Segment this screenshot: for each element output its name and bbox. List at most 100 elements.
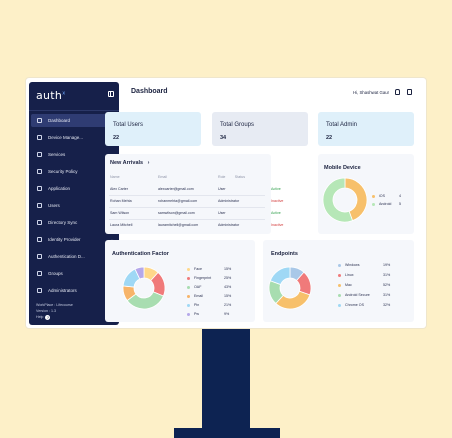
- donut-slice-chrome-os[interactable]: [269, 266, 291, 286]
- sidebar-item-label: Authentication D...: [48, 254, 85, 259]
- donut-slice-pw[interactable]: [134, 266, 145, 280]
- legend-label: Windows: [345, 263, 360, 267]
- help-icon: ?: [45, 314, 51, 320]
- mobile-device-panel: Mobile Device iOS 4 Android 5: [318, 154, 414, 234]
- monitor-screen: authx Dashboard Device Manage... ⌄ Servi…: [26, 78, 426, 328]
- column-header-role[interactable]: Role: [218, 175, 226, 179]
- authentication-factor-title: Authentication Factor: [112, 251, 169, 257]
- legend-label: Linux: [345, 273, 354, 277]
- row-divider: [109, 219, 265, 220]
- legend-label: iOS: [379, 194, 385, 198]
- legend-item[interactable]: Email 15%: [187, 294, 231, 298]
- user-icon: [37, 203, 42, 208]
- legend-item[interactable]: OAF 43%: [187, 285, 231, 289]
- cell-name: Rohan Mehta: [110, 199, 132, 203]
- authentication-factor-panel: Authentication Factor Face 15% Fingerprint…: [105, 240, 255, 322]
- cell-email: lauramitchell@gmail.com: [158, 223, 199, 227]
- legend-item[interactable]: Android Secure 31%: [338, 293, 390, 297]
- document-icon[interactable]: [407, 89, 412, 95]
- legend-value: 31%: [383, 273, 391, 277]
- help-label: Help: [36, 315, 44, 319]
- cell-status: Active: [271, 211, 281, 215]
- cell-status: Inactive: [271, 199, 284, 203]
- column-header-status[interactable]: Status: [234, 175, 245, 179]
- monitor-stand-base: [174, 428, 280, 438]
- legend-value: 21%: [224, 303, 232, 307]
- legend-dot: [338, 283, 341, 287]
- authentication-factor-donut-chart: [122, 266, 166, 310]
- legend-item[interactable]: Pin 21%: [187, 303, 231, 307]
- endpoints-donut-chart: [268, 266, 312, 310]
- sidebar-collapse-icon[interactable]: [108, 91, 114, 97]
- endpoints-title: Endpoints: [271, 251, 298, 257]
- column-header-name[interactable]: Name: [110, 175, 120, 179]
- legend-value: 9%: [224, 312, 230, 316]
- sidebar-item-label: Groups: [48, 271, 63, 276]
- legend-dot: [187, 312, 190, 316]
- sidebar-item-services[interactable]: Services: [31, 148, 117, 161]
- legend-label: Android Secure: [345, 293, 370, 297]
- legend-value: 25%: [224, 276, 232, 280]
- sidebar-item-label: Security Policy: [48, 169, 78, 174]
- legend-label: Android: [379, 202, 392, 206]
- sidebar-item-dashboard[interactable]: Dashboard: [31, 114, 117, 127]
- legend-value: 31%: [383, 293, 391, 297]
- sidebar-item-label: Device Manage...: [48, 135, 84, 140]
- legend-item[interactable]: Linux 31%: [338, 273, 390, 277]
- services-icon: [37, 152, 42, 157]
- legend-dot: [187, 276, 190, 280]
- legend-item[interactable]: Chrome OS 32%: [338, 303, 390, 307]
- sidebar-item-users[interactable]: Users: [31, 199, 117, 212]
- sidebar-item-label: Directory Sync: [48, 220, 78, 225]
- workplace-text: WorkPlace : Lifecourse: [36, 303, 73, 307]
- legend-label: Email: [194, 294, 203, 298]
- cell-role: User: [218, 187, 226, 191]
- cell-email: rohanmehta@gmail.com: [158, 199, 198, 203]
- stat-card-total-groups[interactable]: Total Groups 34: [212, 112, 308, 146]
- stat-card-total-admin[interactable]: Total Admin 22: [318, 112, 414, 146]
- help-link[interactable]: Help?: [36, 314, 73, 320]
- app-logo[interactable]: authx: [36, 89, 65, 102]
- donut-slice-android[interactable]: [322, 177, 354, 223]
- monitor-icon: [37, 135, 42, 140]
- grid-icon: [37, 118, 42, 123]
- legend-item[interactable]: Face 15%: [187, 267, 231, 271]
- legend-item[interactable]: Windows 19%: [338, 263, 390, 267]
- legend-item-android[interactable]: Android 5: [372, 202, 401, 206]
- chevron-down-icon: ⌄: [110, 237, 117, 243]
- legend-item-ios[interactable]: iOS 4: [372, 194, 401, 198]
- legend-value: 15%: [224, 294, 232, 298]
- cell-role: User: [218, 211, 226, 215]
- sidebar-item-identity-provider[interactable]: Identity Provider ⌄: [31, 233, 117, 246]
- legend-dot: [338, 303, 341, 307]
- user-greeting[interactable]: Hi, Shashwat Gaur: [353, 90, 390, 95]
- column-header-email[interactable]: Email: [158, 175, 167, 179]
- sidebar-item-security-policy[interactable]: Security Policy: [31, 165, 117, 178]
- shield-icon: [37, 169, 42, 174]
- sidebar-item-label: Services: [48, 152, 66, 157]
- monitor-stand-neck: [202, 328, 250, 432]
- new-arrivals-panel: New Arrivals › Name Email Role Status Al…: [105, 154, 283, 234]
- legend-dot: [187, 303, 190, 307]
- cell-status: Active: [271, 187, 281, 191]
- stat-title: Total Users: [113, 122, 144, 128]
- legend-item[interactable]: Mac 52%: [338, 283, 390, 287]
- stat-value: 34: [220, 135, 227, 141]
- stat-value: 22: [113, 135, 120, 141]
- sidebar-footer: WorkPlace : Lifecourse Version : 1.3 Hel…: [36, 302, 73, 320]
- endpoints-panel: Endpoints Windows 19% Linux 31% Mac 52% Androi…: [263, 240, 414, 322]
- legend-item[interactable]: Fingerprint 25%: [187, 276, 231, 280]
- admin-icon: [37, 288, 42, 293]
- notification-bell-icon[interactable]: [395, 89, 400, 95]
- stat-card-total-users[interactable]: Total Users 22: [105, 112, 201, 146]
- legend-dot: [338, 263, 341, 267]
- sidebar-item-label: Dashboard: [48, 118, 71, 123]
- legend-item[interactable]: Pw 9%: [187, 312, 229, 316]
- logo-text: auth: [36, 89, 63, 102]
- sidebar-item-label: Identity Provider: [48, 237, 81, 242]
- sidebar-item-label: Application: [48, 186, 71, 191]
- legend-label: Mac: [345, 283, 352, 287]
- legend-label: Face: [194, 267, 202, 271]
- new-arrivals-title[interactable]: New Arrivals ›: [110, 160, 150, 166]
- version-text: Version : 1.3: [36, 309, 56, 313]
